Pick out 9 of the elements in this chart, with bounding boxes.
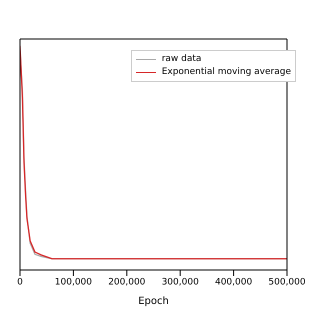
- legend-label: raw data: [162, 53, 202, 66]
- x-tick-label: 400,000: [214, 277, 252, 288]
- x-tick-label: 500,000: [268, 277, 306, 288]
- legend-label: Exponential moving average: [162, 66, 291, 79]
- x-axis-title: Epoch: [138, 296, 169, 307]
- x-tick-label: 200,000: [108, 277, 146, 288]
- x-tick-label: 100,000: [54, 277, 92, 288]
- x-tick-label: 0: [17, 277, 24, 288]
- x-tick-label: 300,000: [162, 277, 200, 288]
